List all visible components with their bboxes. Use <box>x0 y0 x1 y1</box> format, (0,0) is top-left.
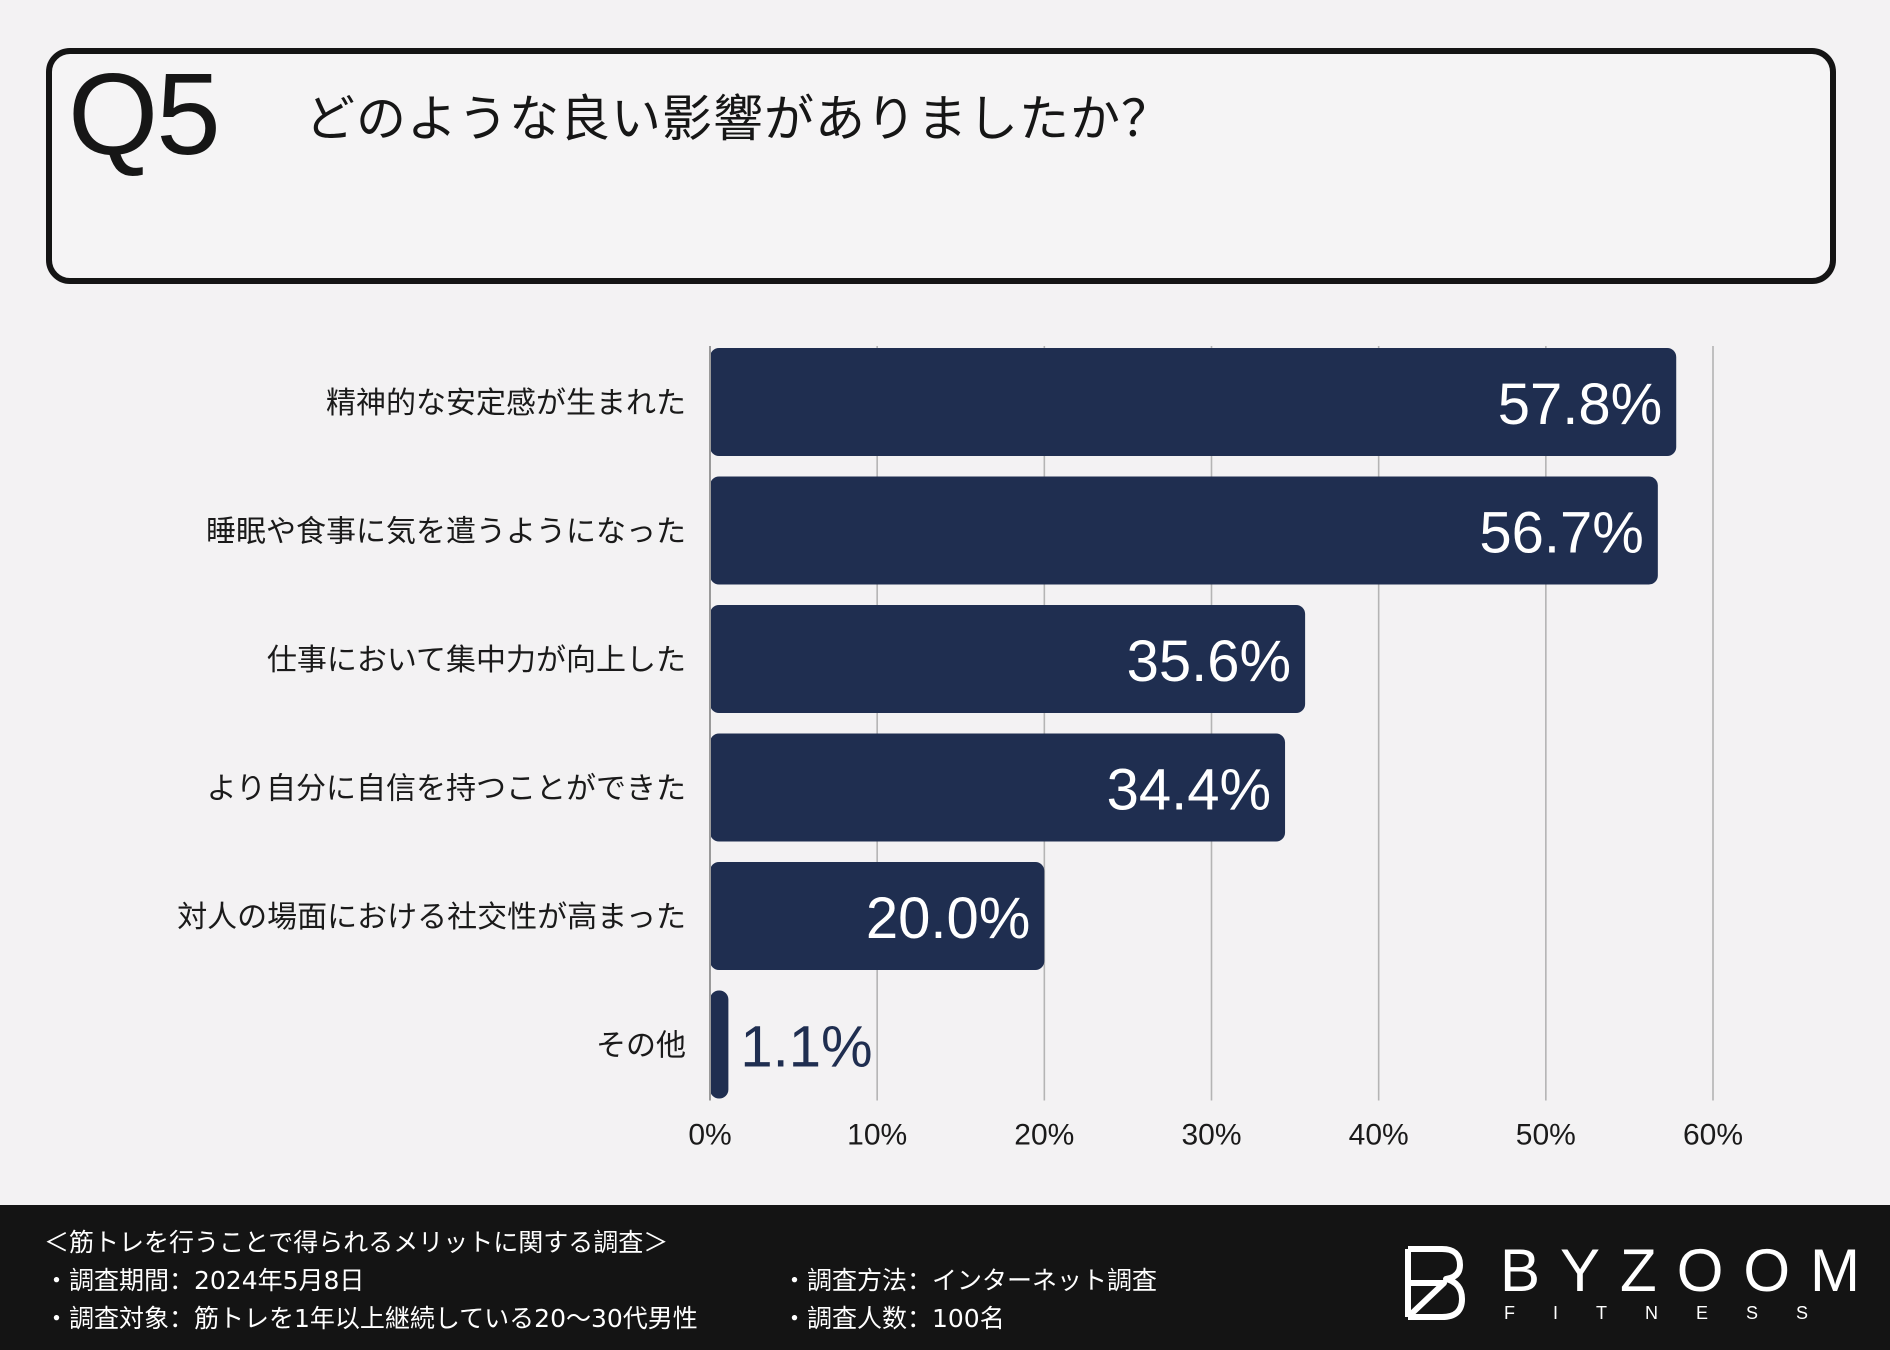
tick-label: 10% <box>847 1119 907 1152</box>
byzoom-mark-icon <box>1405 1246 1465 1320</box>
footer: ＜筋トレを行うことで得られるメリットに関する調査＞ ・調査期間：2024年5月8… <box>0 1205 1890 1350</box>
question-number: Q5 <box>68 49 221 179</box>
category-label: より自分に自信を持つことができた <box>207 772 686 807</box>
category-label: 精神的な安定感が生まれた <box>326 386 686 421</box>
bar <box>710 605 1306 713</box>
tick-label: 40% <box>1349 1119 1409 1152</box>
tick-label: 50% <box>1516 1119 1576 1152</box>
bar <box>710 348 1677 456</box>
brand-sub: FITNESS <box>1504 1303 1847 1323</box>
question-text: どのような良い影響がありましたか？ <box>305 90 1172 148</box>
survey-method: ・調査方法：インターネット調査 <box>782 1266 1158 1295</box>
value-label: 20.0% <box>866 886 1030 951</box>
bar-chart: 精神的な安定感が生まれた 57.8% 睡眠や食事に気を遣うようになった 56.7% 仕事… <box>177 346 1743 1152</box>
survey-target: ・調査対象：筋トレを1年以上継続している20〜30代男性 <box>44 1304 698 1333</box>
tick-label: 0% <box>688 1119 731 1152</box>
category-label: 睡眠や食事に気を遣うようになった <box>206 515 686 550</box>
brand-name: BYZOOM <box>1500 1237 1881 1304</box>
value-label: 35.6% <box>1127 629 1291 694</box>
tick-label: 60% <box>1683 1119 1743 1152</box>
category-label: その他 <box>596 1029 686 1064</box>
survey-period: ・調査期間：2024年5月8日 <box>44 1266 365 1295</box>
category-label: 対人の場面における社交性が高まった <box>177 900 686 935</box>
bar <box>710 733 1286 842</box>
value-label: 56.7% <box>1479 501 1643 566</box>
bar <box>710 476 1658 585</box>
bar <box>710 862 1045 970</box>
survey-title: ＜筋トレを行うことで得られるメリットに関する調査＞ <box>44 1228 669 1257</box>
bar <box>710 990 729 1099</box>
brand-logo: BYZOOM FITNESS <box>1400 1241 1860 1323</box>
category-label: 仕事において集中力が向上した <box>267 643 686 678</box>
question-box <box>46 48 1836 284</box>
value-label: 57.8% <box>1498 372 1662 437</box>
survey-count: ・調査人数：100名 <box>782 1304 1005 1333</box>
value-label: 34.4% <box>1107 758 1271 823</box>
tick-label: 30% <box>1181 1119 1241 1152</box>
tick-label: 20% <box>1014 1119 1074 1152</box>
value-label: 1.1% <box>740 1015 872 1080</box>
